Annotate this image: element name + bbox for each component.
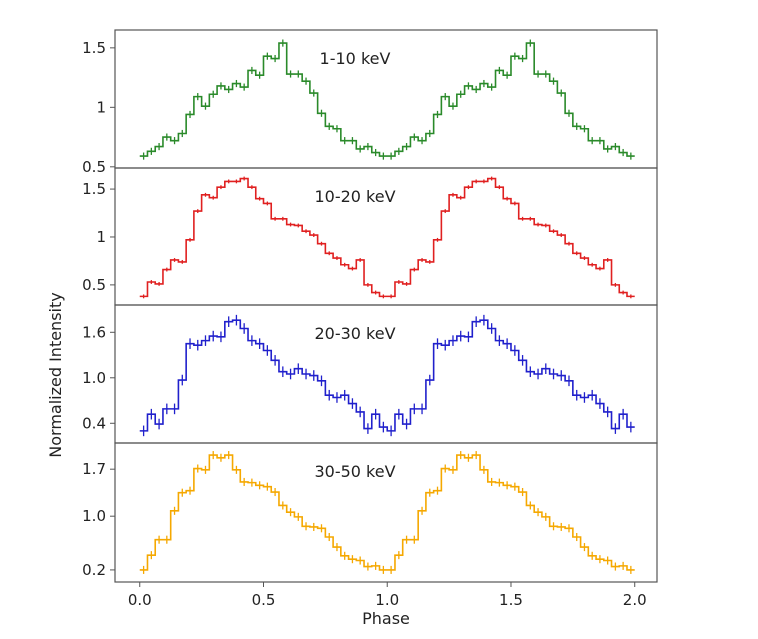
panel-1-10-keV: 0.5 1 1.5 1-10 keV <box>82 29 658 176</box>
y-tick-label: 0.5 <box>82 276 106 294</box>
panel-30-50-keV: 0.2 1.0 1.7 30-50 keV <box>82 442 658 583</box>
profile-step-line <box>139 42 635 157</box>
profile-step-line <box>139 454 635 571</box>
energy-band-label: 20-30 keV <box>314 324 395 343</box>
y-tick-label: 0.4 <box>82 414 106 432</box>
x-tick-label: 0.5 <box>252 591 276 609</box>
y-tick-label: 0.5 <box>82 158 106 176</box>
energy-band-label: 1-10 keV <box>320 49 391 68</box>
y-tick-label: 1 <box>96 228 106 246</box>
x-tick-label: 0.0 <box>128 591 152 609</box>
y-tick-label: 1.7 <box>82 460 106 478</box>
energy-band-label: 30-50 keV <box>314 462 395 481</box>
panel-frame <box>114 442 658 583</box>
y-tick-label: 1.5 <box>82 180 106 198</box>
y-tick-label: 1.5 <box>82 39 106 57</box>
y-tick-label: 1.0 <box>82 507 106 525</box>
energy-band-label: 10-20 keV <box>314 187 395 206</box>
y-tick-label: 1 <box>96 98 106 116</box>
y-tick-label: 1.0 <box>82 369 106 387</box>
profile-step-line <box>139 319 635 432</box>
x-tick-label: 1.5 <box>499 591 523 609</box>
y-tick-label: 0.2 <box>82 561 106 579</box>
x-tick-label: 1.0 <box>375 591 399 609</box>
panel-20-30-keV: 0.4 1.0 1.6 20-30 keV <box>82 304 658 444</box>
y-tick-label: 1.6 <box>82 323 106 341</box>
x-tick-label: 2.0 <box>623 591 647 609</box>
y-axis-label: Normalized Intensity <box>46 292 65 457</box>
x-axis-label: Phase <box>362 609 410 628</box>
profile-step-line <box>139 177 635 298</box>
panel-10-20-keV: 0.5 1 1.5 10-20 keV <box>82 167 658 306</box>
